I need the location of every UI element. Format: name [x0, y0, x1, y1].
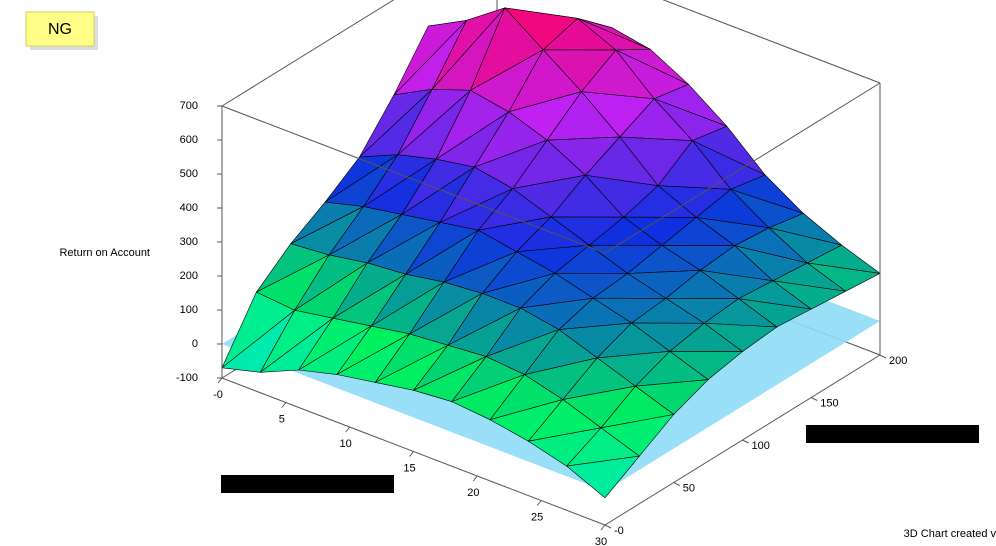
y-tick: [811, 397, 818, 401]
x-tick-label: 15: [403, 462, 415, 474]
z-tick-label: 100: [180, 304, 198, 316]
footer: 3D Chart created v: [904, 528, 996, 540]
y-tick-label: 100: [752, 440, 770, 452]
x-tick-label: 20: [467, 487, 479, 499]
z-tick-label: 600: [180, 134, 198, 146]
z-tick-label: 0: [192, 338, 198, 350]
y-tick: [673, 482, 680, 486]
badge-face: [25, 11, 95, 47]
y-tick-label: 200: [889, 355, 907, 367]
surface-facet: [565, 455, 641, 499]
z-tick-label: 500: [180, 168, 198, 180]
x-tick: [536, 500, 542, 506]
x-tick-label: 10: [340, 438, 352, 450]
plot: -1000100200300400500600700-051015202530-…: [176, 0, 907, 546]
z-tick-label: 400: [180, 202, 198, 214]
z-tick-label: -100: [176, 372, 198, 384]
x-tick: [600, 524, 606, 531]
x-tick-label: 30: [595, 536, 607, 546]
y-tick: [742, 439, 749, 444]
badge: NG: [48, 21, 72, 38]
x-tick-label: -0: [213, 389, 223, 401]
box-edge: [221, 105, 606, 254]
redaction: [221, 475, 394, 493]
y-tick: [879, 354, 887, 359]
x-tick: [472, 475, 478, 482]
x-tick: [409, 451, 414, 457]
x-tick-label: 5: [279, 413, 285, 425]
y-tick: [604, 524, 612, 529]
box-edge: [604, 82, 881, 254]
x-tick: [217, 377, 223, 384]
x-tick-label: 25: [531, 511, 543, 523]
y-tick-label: -0: [614, 525, 624, 537]
x-tick: [345, 426, 351, 433]
y-tick-label: 50: [683, 482, 695, 494]
x-tick: [281, 402, 287, 408]
box-edge: [221, 0, 395, 107]
z-axis-label: Return on Account: [59, 247, 150, 259]
z-tick-label: 300: [180, 236, 198, 248]
box-edge: [662, 0, 881, 84]
z-tick-label: 700: [180, 100, 198, 112]
redaction: [806, 425, 979, 443]
y-tick-label: 150: [820, 397, 838, 409]
z-tick-label: 200: [180, 270, 198, 282]
